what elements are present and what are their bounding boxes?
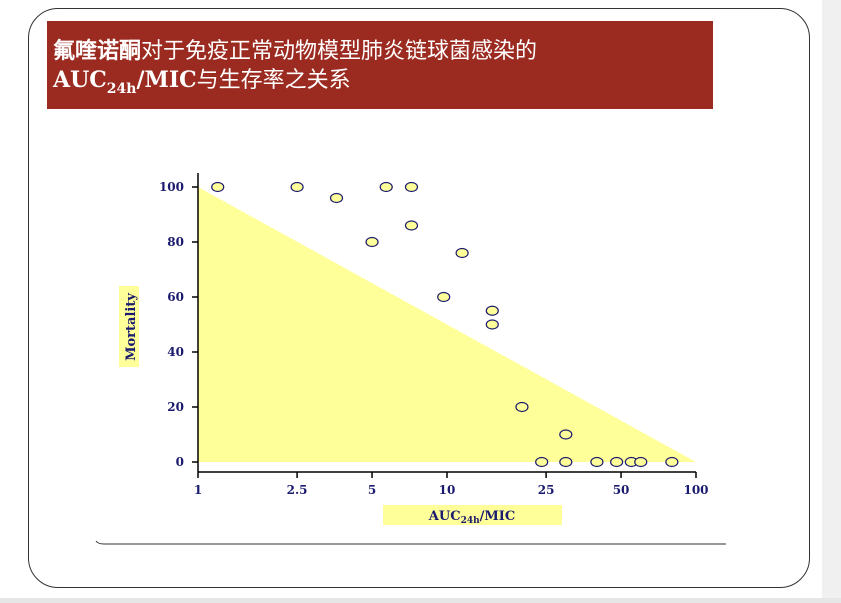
data-point xyxy=(437,291,451,303)
y-tick-label: 60 xyxy=(167,290,184,304)
title-auc-subscript: 24h xyxy=(106,81,137,97)
data-point xyxy=(404,181,419,193)
data-point xyxy=(590,456,604,468)
title-drug-name: 氟喹诺酮 xyxy=(53,39,142,64)
x-tick-label: 2.5 xyxy=(287,483,308,497)
y-tick-labels: 0 20 40 60 80 100 xyxy=(159,180,184,469)
x-tick-label: 1 xyxy=(194,483,202,497)
x-tick-label: 5 xyxy=(368,483,376,497)
data-point xyxy=(634,456,648,468)
bottom-rule xyxy=(95,540,726,545)
x-axis-label-background xyxy=(383,505,562,525)
data-point xyxy=(485,305,499,316)
x-tick-labels: 1 2.5 5 10 25 50 100 xyxy=(194,483,709,497)
data-point xyxy=(290,181,304,193)
data-point xyxy=(559,429,573,440)
data-point xyxy=(665,456,679,468)
x-tick-label: 25 xyxy=(538,483,555,497)
data-point xyxy=(211,181,225,193)
x-tick-label: 50 xyxy=(613,483,630,497)
data-point xyxy=(535,456,549,468)
title-line-2-text: 与生存率之关系 xyxy=(196,68,351,93)
title-line-1: 氟喹诺酮对于免疫正常动物模型肺炎链球菌感染的 xyxy=(53,37,713,66)
data-point xyxy=(379,181,393,193)
y-axis-label: Mortality xyxy=(124,293,139,361)
data-point xyxy=(365,236,379,248)
y-tick-label: 100 xyxy=(159,180,184,194)
data-point xyxy=(485,319,499,330)
data-point xyxy=(329,192,344,204)
y-tick-label: 40 xyxy=(167,345,184,359)
y-axis-label-background xyxy=(119,286,139,367)
title-auc: AUC xyxy=(53,67,107,93)
x-axis-label-tail: /MIC xyxy=(480,509,516,524)
x-axis-label-sub: 24h xyxy=(461,516,481,526)
axis-ticks xyxy=(192,186,697,478)
window-edge-bottom xyxy=(0,598,841,603)
x-tick-label: 10 xyxy=(439,483,456,497)
slide-frame xyxy=(28,8,810,588)
data-point xyxy=(559,456,573,468)
x-axis-label-main: AUC xyxy=(428,509,461,524)
data-point xyxy=(455,247,469,259)
title-mic: /MIC xyxy=(136,67,197,93)
title-banner: 氟喹诺酮对于免疫正常动物模型肺炎链球菌感染的 AUC24h/MIC与生存率之关系 xyxy=(47,21,713,109)
chart: 0 20 40 60 80 100 1 2.5 5 10 25 50 100 Mortality AU… xyxy=(95,173,726,545)
shaded-region xyxy=(198,187,696,462)
y-tick-label: 80 xyxy=(167,235,184,249)
title-line-2: AUC24h/MIC与生存率之关系 xyxy=(53,66,713,104)
y-tick-label: 0 xyxy=(176,455,184,469)
y-tick-label: 20 xyxy=(167,400,184,414)
data-point xyxy=(404,220,419,231)
data-point xyxy=(610,456,624,468)
window-edge-right xyxy=(822,0,841,603)
data-point xyxy=(515,401,529,413)
x-tick-label: 100 xyxy=(683,483,708,497)
x-axis-label: AUC24h/MIC xyxy=(428,509,515,526)
data-points xyxy=(211,181,679,468)
title-line-1-text: 对于免疫正常动物模型肺炎链球菌感染的 xyxy=(141,39,538,64)
